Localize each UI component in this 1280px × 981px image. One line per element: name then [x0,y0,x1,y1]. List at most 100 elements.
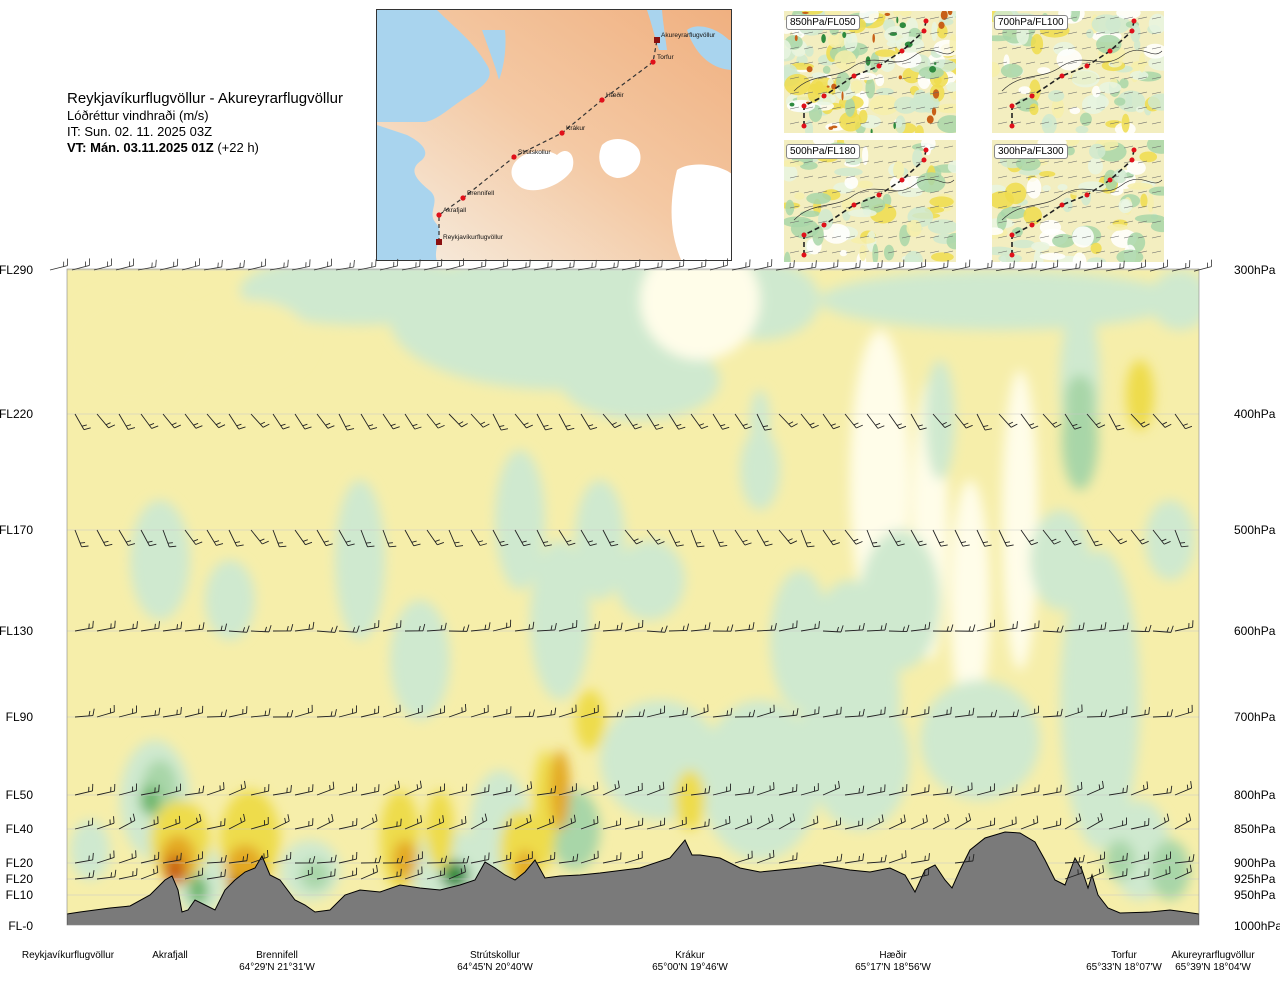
location-name: Strútskollur [469,950,520,961]
wind-barb [998,784,1018,796]
mini-barb [943,145,954,149]
wind-barb [668,707,689,718]
wind-barb [844,708,865,718]
wind-barb [1064,813,1082,830]
airport-marker [436,239,442,245]
field-patch [1012,239,1035,249]
mini-barb [1067,190,1078,194]
field-patch [1075,125,1089,133]
waypoint-0[interactable]: Reykjavíkurflugvöllur [436,234,504,245]
wind-barb [470,784,490,796]
mini-barb [1025,175,1036,179]
mini-waypoint [1129,157,1135,163]
field-patch [834,50,857,71]
wind-barb [1127,259,1146,272]
waypoint-4[interactable]: Krákur [559,125,586,136]
field-patch [844,176,859,190]
mini-barb [1011,205,1022,209]
mini-barb [929,91,940,95]
mini-barb [901,220,912,224]
wind-barb [533,259,553,271]
field-blob [205,560,255,640]
wind-barb [360,855,382,864]
wind-barb [206,782,225,796]
mini-barb [1095,106,1106,110]
waypoint-5[interactable]: Hæðir [599,91,625,103]
wind-barb [712,815,731,830]
wind-barb [665,259,685,271]
mini-barb [1053,235,1064,239]
mini-barb [803,175,814,179]
wind-barb [1108,852,1128,864]
mini-barb [1137,106,1148,110]
waypoint-2[interactable]: Brennifell [460,190,495,201]
waypoint-7[interactable]: Akureyrarflugvöllur [654,32,716,43]
wind-barb [1020,815,1039,830]
wind-barb [1130,868,1150,880]
sea-north [687,26,731,70]
wind-barb [555,259,575,271]
fjord-eyjafjordur [647,10,667,50]
wind-barb [470,413,490,428]
wind-barb [118,705,137,718]
mini-barb [929,250,940,254]
wind-barb [712,413,730,430]
field-patch [947,160,956,174]
mini-barb [997,121,1008,125]
waypoint-6[interactable]: Torfur [650,54,674,65]
wind-barb [1020,620,1040,632]
waypoint-1[interactable]: Akrafjall [436,207,467,218]
mini-barb [873,145,884,149]
wind-barb [1042,784,1062,796]
field-patch [1086,28,1094,39]
minimap-500hpa[interactable]: 500hPa/FL180 [784,140,956,262]
field-patch [865,77,875,99]
mini-barb [1109,46,1120,50]
mini-barb [1025,31,1036,35]
field-patch [904,250,923,262]
wind-barb [624,850,643,864]
wind-barb [775,260,795,271]
wind-barb [184,851,203,864]
wind-barb [998,529,1014,547]
field-patch [799,161,818,170]
wind-barb [1064,854,1085,864]
field-blob [1150,270,1199,330]
mini-barb [943,91,954,95]
wind-barb [1174,413,1193,430]
field-patch [1056,48,1083,71]
field-patch [1135,106,1144,113]
wind-barb [602,709,624,718]
field-blob [67,290,200,410]
wind-barb [844,817,864,830]
mini-barb [997,46,1008,50]
waypoint-label: Brennifell [467,190,495,197]
mini-barb [845,46,856,50]
wind-barb [74,620,94,632]
field-core [802,11,809,14]
mini-waypoint [1131,147,1137,153]
waypoint-3[interactable]: Strútskollur [511,149,551,160]
wind-barb [1020,705,1040,718]
field-patch [1069,107,1081,115]
terrain-profile [67,831,1199,925]
mini-barb [943,106,954,110]
minimap-700hpa[interactable]: 700hPa/FL100 [992,11,1164,133]
mini-barb [859,190,870,194]
wind-barb [228,625,250,633]
field-blob [530,540,590,700]
minimap-300hpa[interactable]: 300hPa/FL300 [992,140,1164,262]
wind-barb [866,784,886,796]
field-patch [853,72,877,81]
wind-barb [822,413,841,430]
wind-barb [1039,259,1059,272]
mini-barb [1123,106,1134,110]
wind-barb [294,818,314,830]
wind-barb [272,851,292,864]
coastline [1001,178,1163,221]
field-patch [784,73,811,96]
mini-barb [789,160,800,164]
field-blob [920,680,1040,800]
field-patch [906,219,922,237]
minimap-850hpa[interactable]: 850hPa/FL050 [784,11,956,133]
